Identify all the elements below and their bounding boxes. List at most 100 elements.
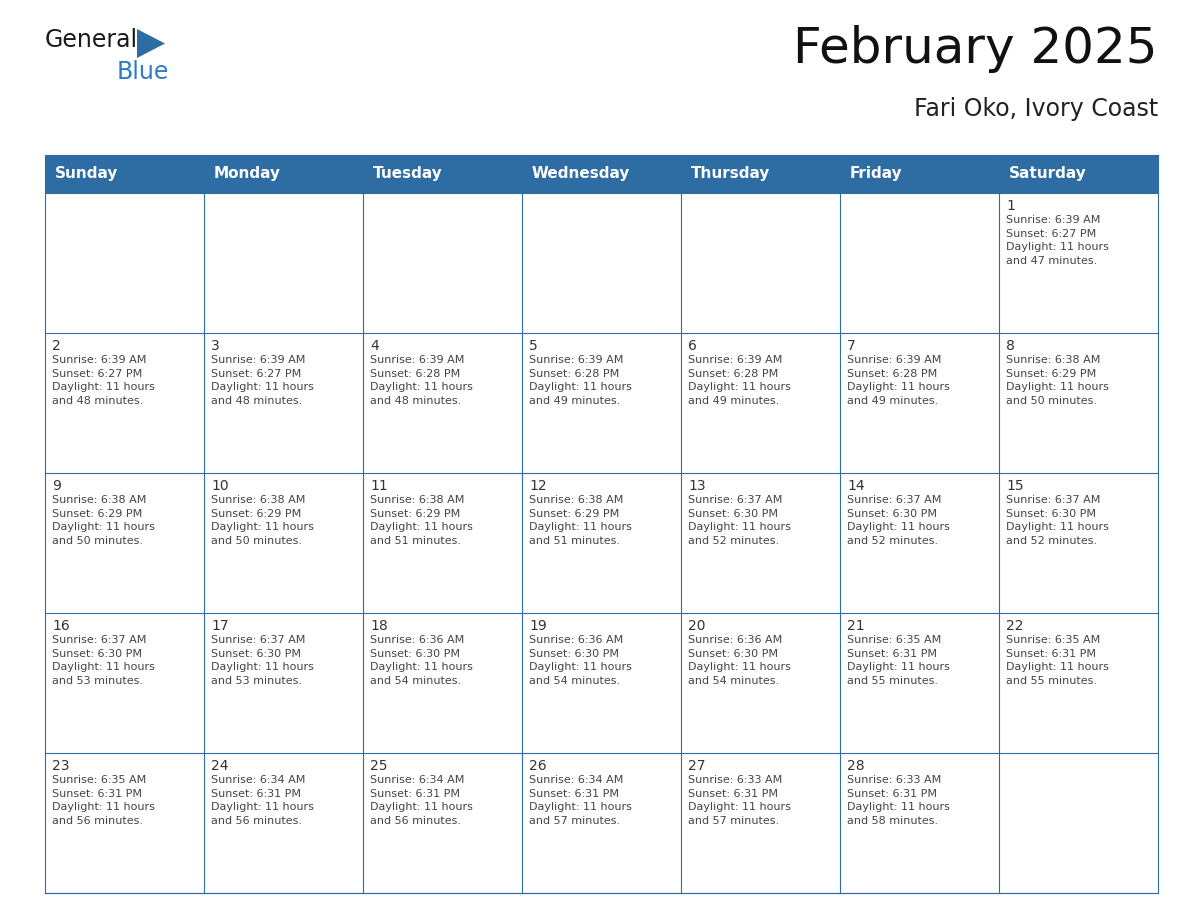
Text: Tuesday: Tuesday	[373, 166, 443, 182]
Text: Sunrise: 6:39 AM
Sunset: 6:28 PM
Daylight: 11 hours
and 48 minutes.: Sunrise: 6:39 AM Sunset: 6:28 PM Dayligh…	[369, 355, 473, 406]
Text: 14: 14	[847, 479, 865, 493]
Bar	[999, 753, 1158, 893]
Text: 18: 18	[369, 619, 387, 633]
Text: Thursday: Thursday	[691, 166, 770, 182]
Text: Monday: Monday	[214, 166, 282, 182]
Text: 3: 3	[211, 339, 220, 353]
Bar	[681, 613, 840, 753]
Bar	[840, 193, 999, 333]
Bar	[204, 333, 364, 473]
Text: 2: 2	[52, 339, 61, 353]
Bar	[204, 473, 364, 613]
Text: 11: 11	[369, 479, 387, 493]
Bar	[364, 473, 522, 613]
Text: 28: 28	[847, 759, 865, 773]
Text: Sunrise: 6:39 AM
Sunset: 6:28 PM
Daylight: 11 hours
and 49 minutes.: Sunrise: 6:39 AM Sunset: 6:28 PM Dayligh…	[847, 355, 950, 406]
Bar	[999, 473, 1158, 613]
Text: Blue: Blue	[116, 60, 170, 84]
Text: Sunrise: 6:37 AM
Sunset: 6:30 PM
Daylight: 11 hours
and 53 minutes.: Sunrise: 6:37 AM Sunset: 6:30 PM Dayligh…	[52, 635, 154, 686]
Text: 4: 4	[369, 339, 379, 353]
Bar	[999, 333, 1158, 473]
Text: 15: 15	[1006, 479, 1024, 493]
Text: 24: 24	[211, 759, 228, 773]
Text: 16: 16	[52, 619, 70, 633]
Text: Sunrise: 6:39 AM
Sunset: 6:28 PM
Daylight: 11 hours
and 49 minutes.: Sunrise: 6:39 AM Sunset: 6:28 PM Dayligh…	[688, 355, 791, 406]
Text: Sunrise: 6:35 AM
Sunset: 6:31 PM
Daylight: 11 hours
and 55 minutes.: Sunrise: 6:35 AM Sunset: 6:31 PM Dayligh…	[847, 635, 950, 686]
Text: 5: 5	[529, 339, 538, 353]
Text: Sunrise: 6:38 AM
Sunset: 6:29 PM
Daylight: 11 hours
and 50 minutes.: Sunrise: 6:38 AM Sunset: 6:29 PM Dayligh…	[52, 495, 154, 546]
Bar	[364, 613, 522, 753]
Text: 27: 27	[688, 759, 706, 773]
Text: 25: 25	[369, 759, 387, 773]
Text: 13: 13	[688, 479, 706, 493]
Text: 21: 21	[847, 619, 865, 633]
Text: 10: 10	[211, 479, 228, 493]
Text: Sunrise: 6:37 AM
Sunset: 6:30 PM
Daylight: 11 hours
and 52 minutes.: Sunrise: 6:37 AM Sunset: 6:30 PM Dayligh…	[688, 495, 791, 546]
Text: Sunrise: 6:36 AM
Sunset: 6:30 PM
Daylight: 11 hours
and 54 minutes.: Sunrise: 6:36 AM Sunset: 6:30 PM Dayligh…	[529, 635, 632, 686]
Text: Sunday: Sunday	[55, 166, 119, 182]
Text: Sunrise: 6:35 AM
Sunset: 6:31 PM
Daylight: 11 hours
and 55 minutes.: Sunrise: 6:35 AM Sunset: 6:31 PM Dayligh…	[1006, 635, 1108, 686]
Bar	[45, 473, 204, 613]
Text: Sunrise: 6:38 AM
Sunset: 6:29 PM
Daylight: 11 hours
and 50 minutes.: Sunrise: 6:38 AM Sunset: 6:29 PM Dayligh…	[1006, 355, 1108, 406]
Bar	[45, 333, 204, 473]
Bar	[999, 193, 1158, 333]
Bar	[204, 613, 364, 753]
Bar	[45, 193, 204, 333]
Text: 8: 8	[1006, 339, 1015, 353]
Text: Sunrise: 6:38 AM
Sunset: 6:29 PM
Daylight: 11 hours
and 50 minutes.: Sunrise: 6:38 AM Sunset: 6:29 PM Dayligh…	[211, 495, 314, 546]
Bar	[681, 193, 840, 333]
Text: Sunrise: 6:39 AM
Sunset: 6:27 PM
Daylight: 11 hours
and 48 minutes.: Sunrise: 6:39 AM Sunset: 6:27 PM Dayligh…	[52, 355, 154, 406]
Text: Sunrise: 6:36 AM
Sunset: 6:30 PM
Daylight: 11 hours
and 54 minutes.: Sunrise: 6:36 AM Sunset: 6:30 PM Dayligh…	[688, 635, 791, 686]
Text: Sunrise: 6:39 AM
Sunset: 6:27 PM
Daylight: 11 hours
and 47 minutes.: Sunrise: 6:39 AM Sunset: 6:27 PM Dayligh…	[1006, 215, 1108, 266]
Bar	[681, 333, 840, 473]
Text: Sunrise: 6:39 AM
Sunset: 6:27 PM
Daylight: 11 hours
and 48 minutes.: Sunrise: 6:39 AM Sunset: 6:27 PM Dayligh…	[211, 355, 314, 406]
Bar	[45, 753, 204, 893]
Text: Sunrise: 6:38 AM
Sunset: 6:29 PM
Daylight: 11 hours
and 51 minutes.: Sunrise: 6:38 AM Sunset: 6:29 PM Dayligh…	[529, 495, 632, 546]
Text: General: General	[45, 28, 138, 52]
Text: Fari Oko, Ivory Coast: Fari Oko, Ivory Coast	[914, 97, 1158, 121]
Text: Sunrise: 6:37 AM
Sunset: 6:30 PM
Daylight: 11 hours
and 53 minutes.: Sunrise: 6:37 AM Sunset: 6:30 PM Dayligh…	[211, 635, 314, 686]
Text: 20: 20	[688, 619, 706, 633]
Bar	[45, 155, 1158, 193]
Bar	[840, 333, 999, 473]
Bar	[522, 613, 681, 753]
Text: Saturday: Saturday	[1009, 166, 1087, 182]
Text: Wednesday: Wednesday	[532, 166, 631, 182]
Text: Friday: Friday	[849, 166, 903, 182]
Bar	[522, 753, 681, 893]
Bar	[522, 333, 681, 473]
Text: 17: 17	[211, 619, 228, 633]
Text: Sunrise: 6:34 AM
Sunset: 6:31 PM
Daylight: 11 hours
and 56 minutes.: Sunrise: 6:34 AM Sunset: 6:31 PM Dayligh…	[211, 775, 314, 826]
Text: Sunrise: 6:34 AM
Sunset: 6:31 PM
Daylight: 11 hours
and 57 minutes.: Sunrise: 6:34 AM Sunset: 6:31 PM Dayligh…	[529, 775, 632, 826]
Bar	[45, 613, 204, 753]
Bar	[204, 753, 364, 893]
Bar	[681, 473, 840, 613]
Text: 9: 9	[52, 479, 61, 493]
Bar	[204, 193, 364, 333]
Text: Sunrise: 6:37 AM
Sunset: 6:30 PM
Daylight: 11 hours
and 52 minutes.: Sunrise: 6:37 AM Sunset: 6:30 PM Dayligh…	[1006, 495, 1108, 546]
Text: Sunrise: 6:33 AM
Sunset: 6:31 PM
Daylight: 11 hours
and 58 minutes.: Sunrise: 6:33 AM Sunset: 6:31 PM Dayligh…	[847, 775, 950, 826]
Text: Sunrise: 6:33 AM
Sunset: 6:31 PM
Daylight: 11 hours
and 57 minutes.: Sunrise: 6:33 AM Sunset: 6:31 PM Dayligh…	[688, 775, 791, 826]
Bar	[840, 473, 999, 613]
Bar	[840, 613, 999, 753]
Bar	[364, 193, 522, 333]
Bar	[522, 193, 681, 333]
Text: 7: 7	[847, 339, 855, 353]
Bar	[364, 333, 522, 473]
Text: Sunrise: 6:35 AM
Sunset: 6:31 PM
Daylight: 11 hours
and 56 minutes.: Sunrise: 6:35 AM Sunset: 6:31 PM Dayligh…	[52, 775, 154, 826]
Text: 1: 1	[1006, 199, 1015, 213]
Text: Sunrise: 6:34 AM
Sunset: 6:31 PM
Daylight: 11 hours
and 56 minutes.: Sunrise: 6:34 AM Sunset: 6:31 PM Dayligh…	[369, 775, 473, 826]
Text: Sunrise: 6:38 AM
Sunset: 6:29 PM
Daylight: 11 hours
and 51 minutes.: Sunrise: 6:38 AM Sunset: 6:29 PM Dayligh…	[369, 495, 473, 546]
Bar	[681, 753, 840, 893]
Text: 12: 12	[529, 479, 546, 493]
Bar	[999, 613, 1158, 753]
Polygon shape	[137, 29, 165, 58]
Text: 6: 6	[688, 339, 697, 353]
Text: 26: 26	[529, 759, 546, 773]
Text: February 2025: February 2025	[794, 25, 1158, 73]
Text: Sunrise: 6:36 AM
Sunset: 6:30 PM
Daylight: 11 hours
and 54 minutes.: Sunrise: 6:36 AM Sunset: 6:30 PM Dayligh…	[369, 635, 473, 686]
Text: 23: 23	[52, 759, 70, 773]
Bar	[840, 753, 999, 893]
Text: Sunrise: 6:39 AM
Sunset: 6:28 PM
Daylight: 11 hours
and 49 minutes.: Sunrise: 6:39 AM Sunset: 6:28 PM Dayligh…	[529, 355, 632, 406]
Bar	[522, 473, 681, 613]
